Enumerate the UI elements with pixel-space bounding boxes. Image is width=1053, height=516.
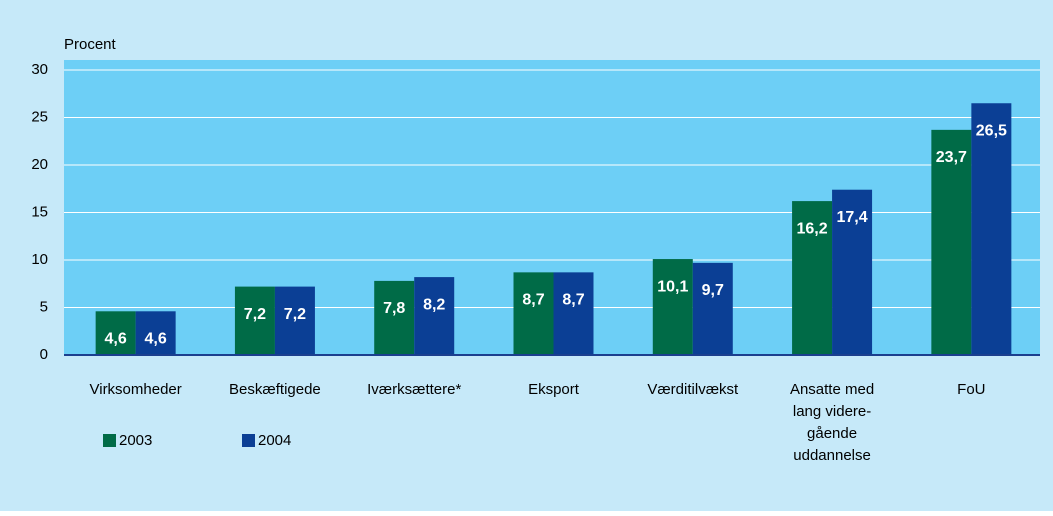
bar <box>931 129 972 355</box>
legend-label: 2004 <box>258 432 291 449</box>
value-label: 9,7 <box>702 282 724 299</box>
value-label: 4,6 <box>105 331 127 348</box>
x-tick-line: Virksomheder <box>90 381 182 398</box>
bar <box>513 272 554 355</box>
x-tick-line: Eksport <box>528 381 580 398</box>
legend-label: 2003 <box>119 432 152 449</box>
bar <box>652 259 693 355</box>
legend-swatch <box>242 434 255 447</box>
value-label: 17,4 <box>837 209 868 226</box>
value-label: 7,2 <box>284 306 306 323</box>
bar <box>553 272 594 355</box>
x-tick-line: lang videre- <box>793 403 871 420</box>
x-tick-line: Værditilvækst <box>647 381 739 398</box>
value-label: 10,1 <box>657 278 688 295</box>
bar <box>135 311 176 355</box>
y-tick-label: 15 <box>31 203 48 220</box>
x-tick-line: uddannelse <box>793 447 871 464</box>
legend-swatch <box>103 434 116 447</box>
x-tick-label: Ansatte med lang videre-gående uddannelse <box>790 381 874 464</box>
bar <box>374 280 415 355</box>
y-tick-label: 10 <box>31 251 48 268</box>
value-label: 8,7 <box>522 292 544 309</box>
value-label: 8,7 <box>562 292 584 309</box>
value-label: 16,2 <box>797 220 828 237</box>
value-label: 4,6 <box>145 331 167 348</box>
x-tick-label: Værditilvækst <box>647 381 739 398</box>
value-label: 23,7 <box>936 149 967 166</box>
bar <box>832 189 873 355</box>
x-tick-label: Eksport <box>528 381 580 398</box>
x-tick-label: Virksomheder <box>90 381 182 398</box>
bar <box>692 262 733 355</box>
bar <box>274 286 315 355</box>
x-tick-line: Beskæftigede <box>229 381 321 398</box>
bar <box>414 277 455 355</box>
x-tick-line: Iværksættere* <box>367 381 461 398</box>
x-tick-label: Iværksættere* <box>367 381 461 398</box>
value-label: 7,2 <box>244 306 266 323</box>
bar <box>95 311 136 355</box>
y-axis-label: Procent <box>64 36 117 53</box>
y-tick-label: 20 <box>31 156 48 173</box>
x-tick-line: gående <box>807 425 857 442</box>
value-label: 8,2 <box>423 296 445 313</box>
x-tick-line: FoU <box>957 381 985 398</box>
x-tick-label: Beskæftigede <box>229 381 321 398</box>
value-label: 26,5 <box>976 122 1007 139</box>
x-tick-line: Ansatte med <box>790 381 874 398</box>
bar <box>792 201 833 355</box>
y-tick-label: 0 <box>40 346 48 363</box>
bar <box>234 286 275 355</box>
y-tick-label: 5 <box>40 298 48 315</box>
bar <box>971 103 1012 355</box>
y-tick-label: 25 <box>31 108 48 125</box>
value-label: 7,8 <box>383 300 405 317</box>
y-tick-label: 30 <box>31 61 48 78</box>
x-tick-label: FoU <box>957 381 985 398</box>
